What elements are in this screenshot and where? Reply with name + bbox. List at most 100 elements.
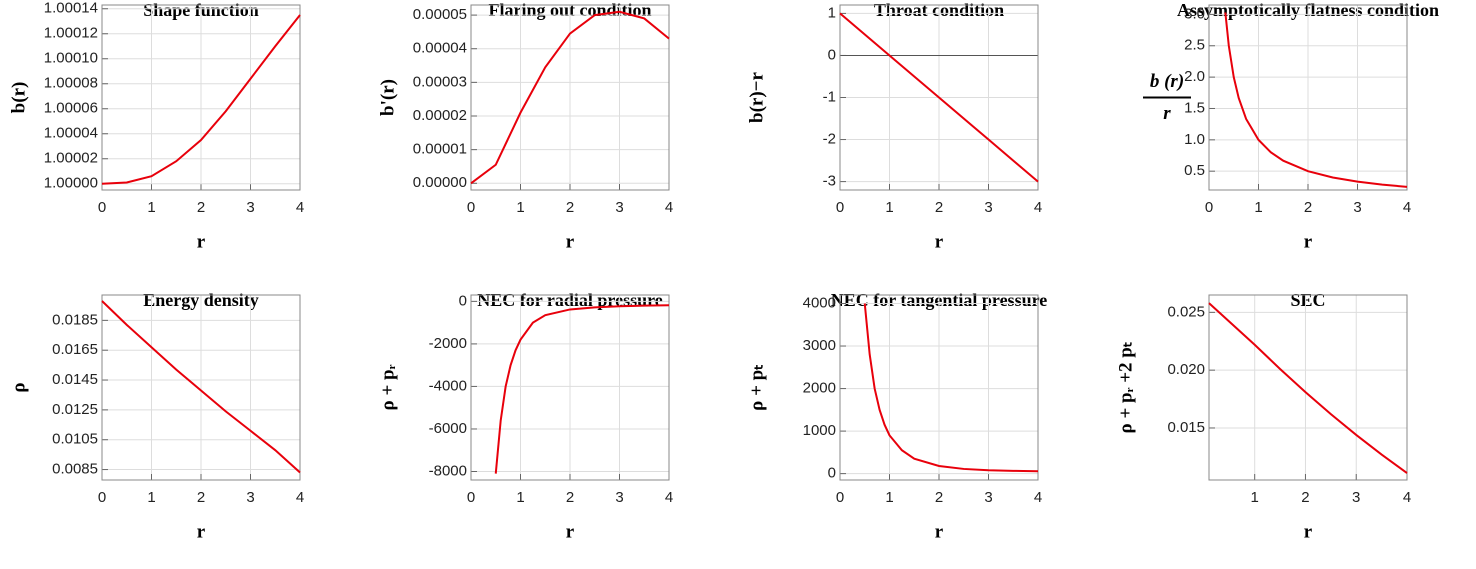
y-tick-label: 0.025 — [1167, 303, 1205, 320]
x-tick-label: 1 — [147, 489, 155, 506]
x-axis-label: r — [197, 521, 206, 542]
x-tick-label: 1 — [885, 489, 893, 506]
x-tick-label: 4 — [1403, 199, 1411, 216]
y-tick-label: 0.00005 — [413, 6, 467, 23]
x-tick-label: 3 — [1352, 489, 1360, 506]
y-tick-label: 0.0085 — [52, 461, 98, 478]
x-tick-label: 2 — [1304, 199, 1312, 216]
line — [470, 10, 670, 185]
y-tick-label: 1.00010 — [44, 50, 98, 67]
x-tick-label: 2 — [566, 489, 574, 506]
y-tick-label: -2 — [823, 131, 836, 148]
y-tick-label: 0.0165 — [52, 341, 98, 358]
plot-frame — [470, 294, 670, 481]
y-tick-label: -8000 — [429, 462, 467, 479]
x-tick-label: 2 — [197, 489, 205, 506]
y-axis-label: ρ — [8, 382, 29, 392]
y-tick-label: 1.0 — [1184, 131, 1205, 148]
y-tick-label: 0.00002 — [413, 107, 467, 124]
y-tick-label: -4000 — [429, 377, 467, 394]
line — [839, 12, 1039, 183]
x-tick-label: 2 — [566, 199, 574, 216]
x-tick-label: 0 — [467, 489, 475, 506]
panel: SEC 1 2 3 4 0.015 0.020 0.025 r ρ + pᵣ +2 pₜ — [1115, 290, 1411, 542]
y-tick-label: 1.00014 — [44, 0, 98, 17]
y-tick-label: 2.5 — [1184, 37, 1205, 54]
x-tick-label: 3 — [246, 489, 254, 506]
plot-frame — [839, 4, 1039, 191]
x-tick-label: 4 — [296, 489, 304, 506]
x-axis-label: r — [935, 231, 944, 252]
x-tick-label: 4 — [1034, 199, 1042, 216]
y-tick-label: 0.00001 — [413, 141, 467, 158]
y-tick-label: 1.00008 — [44, 75, 98, 92]
y-axis-label: r — [1163, 103, 1171, 124]
y-tick-label: -2000 — [429, 335, 467, 352]
x-axis-label: r — [566, 231, 575, 252]
line — [101, 300, 301, 474]
x-tick-label: 4 — [665, 199, 673, 216]
y-axis-label: b (r) — [1150, 71, 1184, 92]
y-tick-label: 1.5 — [1184, 99, 1205, 116]
x-tick-label: 0 — [1205, 199, 1213, 216]
x-tick-label: 1 — [885, 199, 893, 216]
plot-frame — [101, 294, 301, 481]
y-tick-label: 1.00004 — [44, 125, 98, 142]
x-tick-label: 4 — [1403, 489, 1411, 506]
y-tick-label: 1 — [828, 4, 836, 21]
y-axis-label: ρ + pᵣ — [377, 364, 398, 410]
y-tick-label: 0 — [828, 46, 836, 63]
x-tick-label: 4 — [1034, 489, 1042, 506]
line — [1224, 12, 1408, 188]
x-tick-label: 2 — [197, 199, 205, 216]
x-tick-label: 4 — [665, 489, 673, 506]
y-tick-label: 0.5 — [1184, 162, 1205, 179]
y-tick-label: 0.0105 — [52, 431, 98, 448]
line — [863, 303, 1039, 473]
x-tick-label: 2 — [935, 199, 943, 216]
x-tick-label: 0 — [836, 199, 844, 216]
y-axis-label: ρ + pᵣ +2 pₜ — [1115, 342, 1136, 434]
y-tick-label: -6000 — [429, 420, 467, 437]
y-tick-label: 2.0 — [1184, 68, 1205, 85]
x-tick-label: 3 — [615, 199, 623, 216]
x-tick-label: 0 — [98, 489, 106, 506]
line — [494, 304, 670, 474]
plot-frame — [1208, 294, 1408, 481]
line — [101, 14, 301, 185]
y-tick-label: 0.00004 — [413, 40, 467, 57]
y-tick-label: 0 — [828, 465, 836, 482]
x-tick-label: 1 — [147, 199, 155, 216]
y-tick-label: -3 — [823, 173, 836, 190]
y-tick-label: -1 — [823, 88, 836, 105]
x-tick-label: 3 — [246, 199, 254, 216]
y-tick-label: 2000 — [803, 380, 836, 397]
y-tick-label: 0.015 — [1167, 419, 1205, 436]
x-axis-label: r — [197, 231, 206, 252]
x-tick-label: 0 — [98, 199, 106, 216]
x-tick-label: 4 — [296, 199, 304, 216]
y-tick-label: 4000 — [803, 294, 836, 311]
line — [1208, 302, 1408, 474]
x-tick-label: 3 — [984, 489, 992, 506]
y-tick-label: 0.020 — [1167, 361, 1205, 378]
x-axis-label: r — [935, 521, 944, 542]
x-tick-label: 1 — [516, 199, 524, 216]
plot-frame — [101, 4, 301, 191]
x-tick-label: 3 — [1353, 199, 1361, 216]
y-axis-label: ρ + pₜ — [746, 364, 767, 411]
y-axis-label: b(r) — [8, 82, 29, 114]
x-tick-label: 1 — [1254, 199, 1262, 216]
y-tick-label: 0.0185 — [52, 311, 98, 328]
x-tick-label: 3 — [984, 199, 992, 216]
y-tick-label: 1.00012 — [44, 25, 98, 42]
y-tick-label: 1.00002 — [44, 150, 98, 167]
x-axis-label: r — [1304, 521, 1313, 542]
x-tick-label: 2 — [1301, 489, 1309, 506]
y-tick-label: 3000 — [803, 337, 836, 354]
